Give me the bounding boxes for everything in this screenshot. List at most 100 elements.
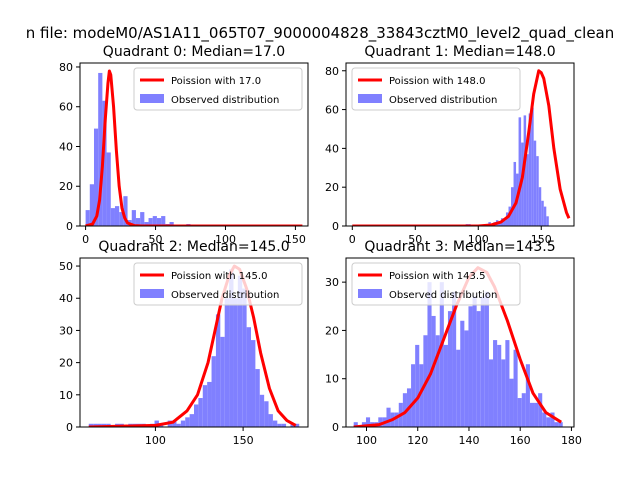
y-tick-label: 30 [325, 276, 339, 289]
x-tick-label: 100 [215, 233, 236, 246]
legend-bar-swatch [140, 94, 164, 103]
histogram-bar [85, 210, 90, 226]
x-tick-label: 150 [285, 233, 306, 246]
histogram-bar [427, 282, 432, 427]
histogram-bar [402, 393, 407, 427]
histogram-bar [131, 210, 136, 226]
legend-bar-swatch [140, 289, 164, 298]
legend-entry-curve: Poission with 143.5 [389, 271, 485, 282]
histogram-bar [528, 113, 532, 226]
histogram-bar [431, 315, 436, 427]
histogram-bar [264, 401, 269, 427]
histogram-bar [546, 216, 549, 226]
histogram-bar [224, 298, 230, 427]
histogram-bar [185, 417, 190, 427]
x-tick-label: 100 [468, 233, 489, 246]
histogram-bar [505, 212, 509, 226]
y-tick-label: 40 [59, 292, 73, 305]
histogram-bar [541, 200, 544, 226]
subplot-title: Quadrant 2: Median=145.0 [98, 239, 289, 255]
histogram-bar [233, 298, 238, 427]
histogram-bar [439, 282, 444, 427]
legend-entry-observed: Observed distribution [389, 95, 497, 106]
x-tick-label: 50 [149, 233, 163, 246]
y-tick-label: 10 [59, 389, 73, 402]
y-tick-label: 20 [325, 324, 339, 337]
subplot-quadrant-0: Quadrant 0: Median=17.0 0 50 100 150 0 20 40 60 8… [59, 44, 309, 246]
histogram-bar [468, 306, 473, 427]
y-tick-label: 10 [325, 373, 339, 386]
legend-box [351, 67, 521, 111]
x-tick-label: 0 [349, 233, 356, 246]
histogram-bar [497, 344, 502, 427]
histogram-bar [102, 100, 107, 226]
histogram-bar [156, 218, 162, 226]
histogram-bar [98, 72, 103, 226]
histogram-bar [505, 340, 510, 427]
histogram-bar [198, 398, 203, 427]
histogram-bars [88, 269, 300, 427]
histogram-bar [386, 407, 391, 427]
histogram-bar [419, 364, 424, 427]
histogram-bar [161, 216, 166, 226]
y-tick-label: 30 [59, 324, 73, 337]
histogram-bar [176, 423, 181, 427]
subplot-title: Quadrant 1: Median=148.0 [364, 44, 555, 60]
histogram-bar [542, 412, 547, 427]
legend: Poission with 145.0 Observed distribution [133, 262, 303, 306]
histogram-bar [443, 344, 448, 427]
histogram-bar [202, 385, 208, 427]
histogram-bar [550, 412, 555, 427]
y-tick-label: 50 [59, 260, 73, 273]
histogram-bar [251, 340, 256, 427]
histogram-bar [543, 206, 547, 226]
histogram-bar [546, 417, 551, 427]
histogram-bar [281, 423, 287, 427]
histogram-bar [554, 422, 559, 427]
legend: Poission with 148.0 Observed distribution [351, 67, 521, 111]
axes-frame [79, 62, 309, 227]
y-tick-label: 0 [66, 220, 73, 233]
legend: Poission with 143.5 Observed distribution [351, 262, 521, 306]
histogram-bar [353, 422, 358, 427]
subplot-title: Quadrant 3: Median=143.5 [364, 239, 555, 255]
histogram-bar [526, 154, 529, 226]
y-tick-label: 60 [59, 101, 73, 114]
histogram-bar [472, 296, 477, 427]
x-tick-label: 180 [561, 434, 582, 447]
legend-box [133, 67, 303, 111]
histogram-bar [447, 311, 453, 427]
y-tick-label: 0 [332, 421, 339, 434]
histogram-bar [518, 117, 522, 226]
y-tick-label: 40 [59, 140, 73, 153]
histogram-bar [140, 212, 145, 226]
histogram-bar [538, 393, 543, 427]
y-tick-label: 60 [325, 104, 339, 117]
figure-suptitle: n file: modeM0/AS1A11_065T07_9000004828_… [26, 24, 615, 43]
histogram-bar [194, 404, 199, 427]
histogram-bar [523, 115, 527, 226]
histogram-bar [294, 423, 300, 427]
histogram-bar [378, 417, 383, 427]
subplot-quadrant-2: Quadrant 2: Median=145.0 100 150 0 10 20 30 40 5… [59, 239, 309, 447]
legend-bar-swatch [358, 94, 382, 103]
y-tick-label: 40 [325, 142, 339, 155]
y-tick-label: 20 [325, 181, 339, 194]
legend-box [133, 262, 303, 306]
histogram-bar [180, 420, 186, 427]
axes-frame [79, 257, 309, 428]
histogram-bar [215, 314, 221, 427]
histogram-bar [534, 402, 539, 427]
histogram-bar [237, 275, 243, 427]
histogram-bar [144, 222, 149, 226]
legend-box [351, 262, 521, 306]
legend-entry-observed: Observed distribution [171, 95, 279, 106]
legend-entry-observed: Observed distribution [171, 290, 279, 301]
histogram-bar [88, 423, 94, 427]
histogram-bar [411, 364, 416, 427]
histogram-bar [106, 152, 111, 226]
histogram-bar [169, 222, 174, 226]
histogram-bar [259, 394, 265, 427]
histogram-bar [394, 412, 399, 427]
